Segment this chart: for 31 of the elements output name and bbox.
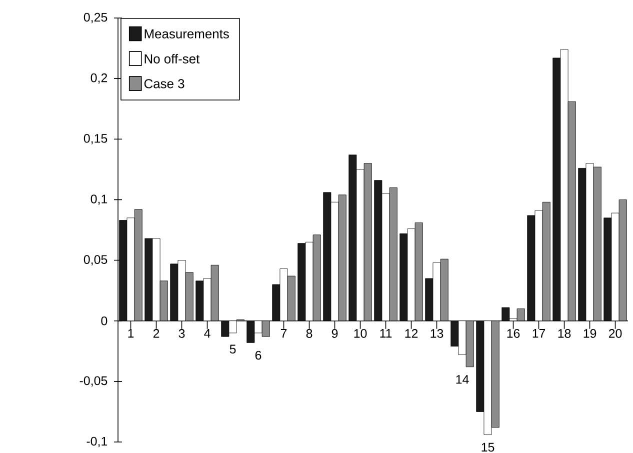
x-tick-label: 11: [380, 329, 392, 338]
legend-label: Measurements: [144, 30, 229, 39]
x-tick-label: 20: [608, 329, 622, 338]
y-tick-label: 0,05: [84, 255, 108, 266]
x-tick-label: 8: [306, 329, 312, 338]
x-tick-label: 10: [354, 329, 367, 338]
y-tick-label: 0,1: [90, 194, 108, 206]
x-tick-label: 2: [153, 329, 160, 338]
y-tick-label: 0: [101, 316, 108, 326]
x-tick-label: 6: [255, 351, 262, 360]
x-tick-label: 9: [332, 329, 338, 338]
y-tick-label: -0,1: [86, 437, 108, 448]
y-tick-label: 0,2: [90, 74, 108, 84]
y-tick-label: 0,15: [84, 134, 108, 144]
x-tick-label: 7: [280, 329, 287, 338]
y-tick-label: 0,25: [84, 13, 108, 24]
x-tick-label: 17: [532, 329, 546, 338]
x-tick-label: 3: [178, 329, 185, 338]
x-tick-label: 18: [558, 329, 571, 338]
x-tick-label: 14: [456, 375, 469, 384]
x-tick-label: 5: [230, 344, 236, 354]
legend-label: Case 3: [144, 79, 184, 88]
y-tick-label: -0,05: [80, 376, 108, 387]
x-tick-label: 12: [405, 329, 418, 338]
x-tick-label: 19: [584, 329, 596, 338]
x-tick-label: 16: [507, 329, 520, 338]
x-tick-label: 15: [482, 443, 494, 452]
x-tick-label: 13: [430, 329, 444, 338]
legend-label: No off-set: [144, 54, 200, 64]
x-tick-label: 4: [204, 329, 210, 338]
x-tick-label: 1: [128, 329, 134, 338]
